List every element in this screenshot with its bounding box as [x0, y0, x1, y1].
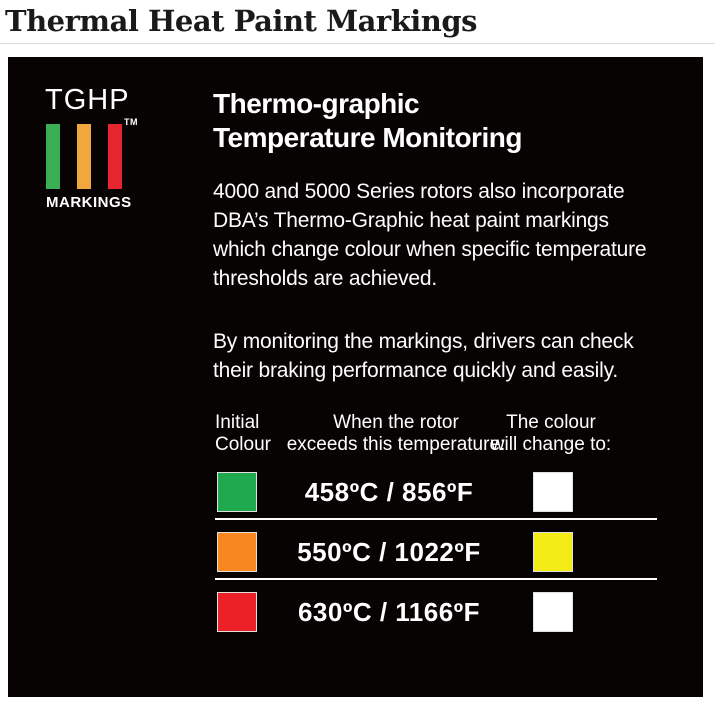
logo-bar-green-icon — [46, 124, 60, 189]
intro-paragraph-line: which change colour when specific temper… — [213, 238, 647, 261]
change-colour-swatch-white — [533, 472, 573, 512]
row-separator — [215, 518, 657, 520]
change-colour-swatch-white — [533, 592, 573, 632]
column-header-line: Initial — [215, 412, 260, 433]
panel-heading-line-2: Temperature Monitoring — [213, 122, 522, 153]
logo-bar-amber-icon — [77, 124, 91, 189]
row-separator — [215, 578, 657, 580]
column-header-line: will change to: — [490, 434, 612, 455]
panel-heading-line-1: Thermo-graphic — [213, 88, 420, 119]
column-header-line: Colour — [215, 434, 271, 455]
column-header-temperature: When the rotor exceeds this temperature: — [286, 412, 506, 456]
initial-colour-swatch-red — [217, 592, 257, 632]
panel-heading: Thermo-graphic Temperature Monitoring — [213, 87, 522, 155]
initial-colour-swatch-orange — [217, 532, 257, 572]
change-colour-swatch-yellow — [533, 532, 573, 572]
title-divider — [0, 43, 715, 44]
monitoring-paragraph-line: their braking performance quickly and ea… — [213, 359, 618, 382]
temperature-value: 550ºC / 1022ºF — [297, 537, 481, 567]
temperature-value: 630ºC / 1166ºF — [297, 597, 481, 627]
page-title: Thermal Heat Paint Markings — [5, 4, 478, 38]
intro-paragraph-line: 4000 and 5000 Series rotors also incorpo… — [213, 180, 625, 203]
intro-paragraph-line: DBA’s Thermo-Graphic heat paint markings — [213, 209, 609, 232]
intro-paragraph-line: thresholds are achieved. — [213, 267, 438, 290]
tghp-logo-bars-icon — [46, 124, 139, 189]
column-header-line: exceeds this temperature: — [286, 434, 506, 455]
monitoring-paragraph: By monitoring the markings, drivers can … — [213, 327, 634, 385]
logo-bar-red-icon — [108, 124, 122, 189]
monitoring-paragraph-line: By monitoring the markings, drivers can … — [213, 330, 634, 353]
column-header-initial-colour: Initial Colour — [215, 412, 271, 456]
column-header-line: The colour — [506, 412, 596, 433]
table-row: 550ºC / 1022ºF — [8, 532, 703, 572]
table-row: 630ºC / 1166ºF — [8, 592, 703, 632]
table-row: 458ºC / 856ºF — [8, 472, 703, 512]
column-header-colour-change: The colour will change to: — [463, 412, 639, 456]
intro-paragraph: 4000 and 5000 Series rotors also incorpo… — [213, 177, 647, 293]
initial-colour-swatch-green — [217, 472, 257, 512]
temperature-value: 458ºC / 856ºF — [304, 477, 474, 507]
thermo-graphic-panel: TGHP TM MARKINGS Thermo-graphic Temperat… — [8, 57, 703, 697]
tghp-logo-wordmark: TGHP — [45, 84, 130, 116]
column-header-line: When the rotor — [333, 412, 459, 433]
tghp-logo-caption: MARKINGS — [46, 194, 132, 211]
trademark-symbol: TM — [124, 117, 138, 127]
